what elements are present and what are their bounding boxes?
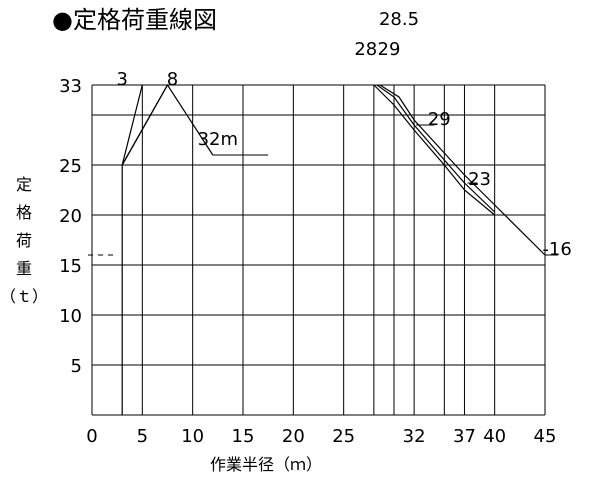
x-tick-label: 20	[282, 426, 305, 447]
x-axis-ticks: 0 5 10 15 20 25 32 37 40 45	[86, 426, 556, 447]
series-line-23	[379, 84, 546, 256]
y-tick-label: 10	[59, 306, 82, 327]
x-tick-label: 25	[332, 426, 355, 447]
x-tick-label: 5	[137, 426, 148, 447]
load-curves	[121, 83, 558, 415]
annotation-label: 3	[116, 69, 127, 90]
x-tick-label: 40	[483, 426, 506, 447]
grid	[88, 84, 546, 416]
x-tick-label: 37	[453, 426, 476, 447]
x-tick-label: 0	[86, 426, 97, 447]
y-axis-label-char: 荷	[16, 231, 32, 250]
y-tick-label: 25	[59, 156, 82, 177]
y-tick-label: 33	[59, 76, 82, 97]
annotation-label: 28.5	[379, 9, 419, 30]
x-tick-label: 10	[181, 426, 204, 447]
y-axis-label: 定格荷重 （ｔ）	[0, 175, 48, 306]
y-tick-label: 20	[59, 206, 82, 227]
annotation-label: -16	[542, 239, 571, 260]
y-axis-label-char: 重	[16, 259, 32, 278]
annotation-label: 28	[354, 39, 377, 60]
annotation-label: 23	[468, 169, 491, 190]
y-axis-ticks: 5 10 15 20 25 33	[59, 76, 82, 377]
chart-title: ●定格荷重線図	[52, 6, 217, 34]
annotation-label: 29	[428, 109, 451, 130]
x-tick-label: 15	[232, 426, 255, 447]
y-axis-label-char: 定	[16, 175, 32, 194]
annotation-label: 29	[378, 39, 401, 60]
x-tick-label: 32	[403, 426, 426, 447]
x-axis-label: 作業半径（ｍ）	[210, 455, 322, 474]
y-tick-label: 5	[71, 356, 82, 377]
series-line-28	[373, 84, 496, 216]
annotation-label: 8	[167, 69, 178, 90]
series-line-29	[376, 84, 496, 213]
y-tick-label: 15	[59, 256, 82, 277]
y-axis-label-char: 格	[16, 203, 32, 222]
series-line-32m	[121, 83, 214, 166]
x-tick-label: 45	[534, 426, 557, 447]
y-axis-label-char: （ｔ）	[0, 287, 48, 306]
annotation-label: 32m	[198, 129, 238, 150]
